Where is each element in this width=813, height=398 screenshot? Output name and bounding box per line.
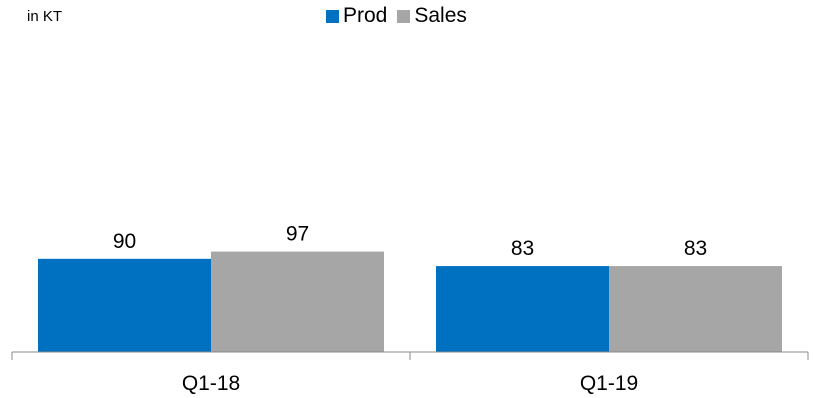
data-label-prod-q1-18: 90 [113,230,136,253]
bar-sales-q1-19 [609,266,782,352]
legend-label-sales: Sales [414,4,467,27]
legend-swatch-prod [326,9,339,23]
data-label-sales-q1-19: 83 [684,237,707,260]
x-tick-label-q1-18: Q1-18 [182,372,240,395]
legend-label-prod: Prod [343,4,388,27]
legend-item-sales: Sales [397,4,467,28]
legend: Prod Sales [326,4,477,28]
data-label-sales-q1-18: 97 [286,223,309,246]
legend-swatch-sales [397,9,411,23]
x-tick-label-q1-19: Q1-19 [580,372,638,395]
bar-prod-q1-19 [436,266,609,352]
legend-item-prod: Prod [326,4,387,28]
unit-label: in KT [27,8,63,25]
bar-prod-q1-18 [38,258,211,352]
bar-sales-q1-18 [211,251,384,352]
data-label-prod-q1-19: 83 [511,237,534,260]
